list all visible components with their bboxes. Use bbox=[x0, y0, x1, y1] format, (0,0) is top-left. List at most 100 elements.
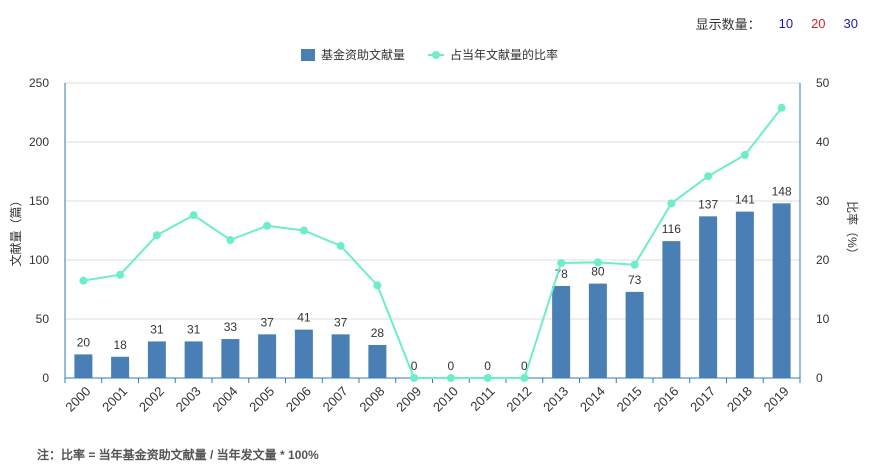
bar bbox=[147, 341, 166, 378]
bar-value-label: 41 bbox=[297, 311, 311, 325]
x-tick-label: 2000 bbox=[62, 384, 93, 415]
bar bbox=[368, 344, 387, 378]
bar bbox=[699, 216, 718, 378]
x-tick-label: 2009 bbox=[393, 384, 424, 415]
x-tick-label: 2011 bbox=[467, 384, 497, 414]
y-left-tick-label: 200 bbox=[29, 135, 49, 149]
legend-bar-swatch bbox=[301, 49, 315, 61]
x-tick-label: 2012 bbox=[503, 384, 534, 415]
bar-value-label: 0 bbox=[521, 359, 528, 373]
bar bbox=[74, 354, 93, 378]
bar-value-label: 141 bbox=[735, 193, 755, 207]
ratio-point bbox=[667, 199, 676, 208]
ratio-point bbox=[740, 150, 749, 159]
x-tick-label: 2019 bbox=[761, 384, 792, 415]
y-left-tick-label: 100 bbox=[29, 253, 49, 267]
x-tick-label: 2004 bbox=[209, 384, 240, 415]
x-tick-label: 2006 bbox=[283, 384, 314, 415]
x-tick-label: 2018 bbox=[724, 384, 755, 415]
bar-value-label: 20 bbox=[77, 335, 91, 349]
bar-value-label: 31 bbox=[187, 322, 201, 336]
ratio-point bbox=[520, 374, 529, 382]
bar bbox=[331, 334, 350, 378]
y-right-tick-label: 10 bbox=[816, 312, 830, 326]
ratio-point bbox=[299, 226, 308, 235]
bar-value-label: 28 bbox=[371, 326, 385, 340]
bar-value-label: 137 bbox=[698, 197, 718, 211]
x-tick-label: 2014 bbox=[577, 384, 608, 415]
bar bbox=[588, 283, 607, 378]
y-left-tick-label: 0 bbox=[42, 371, 49, 385]
bar bbox=[111, 356, 130, 378]
display-count-option-20[interactable]: 20 bbox=[811, 16, 826, 31]
bar-value-label: 0 bbox=[411, 359, 418, 373]
bar-value-label: 0 bbox=[448, 359, 455, 373]
bar-value-label: 37 bbox=[260, 315, 274, 329]
y-left-axis-title: 文献量（篇） bbox=[8, 194, 23, 266]
legend-bar-label: 基金资助文献量 bbox=[321, 47, 405, 62]
bar-value-label: 0 bbox=[484, 359, 491, 373]
display-count-option-10[interactable]: 10 bbox=[778, 16, 794, 31]
y-left-tick-label: 250 bbox=[29, 76, 49, 90]
ratio-point bbox=[593, 258, 602, 267]
x-tick-label: 2007 bbox=[320, 384, 351, 415]
legend-line-label: 占当年文献量的比率 bbox=[450, 47, 558, 62]
y-right-tick-label: 20 bbox=[816, 253, 830, 267]
ratio-point bbox=[152, 231, 161, 240]
bar-value-label: 80 bbox=[591, 265, 605, 279]
y-right-axis-title: 比率（%） bbox=[845, 201, 860, 260]
y-right-tick-label: 30 bbox=[816, 194, 830, 208]
ratio-point bbox=[483, 374, 492, 382]
ratio-point bbox=[226, 235, 235, 244]
bar-value-label: 37 bbox=[334, 315, 348, 329]
x-tick-label: 2010 bbox=[430, 384, 461, 415]
ratio-point bbox=[263, 221, 272, 230]
x-tick-label: 2015 bbox=[614, 384, 645, 415]
y-left-tick-label: 50 bbox=[36, 312, 50, 326]
bar-value-label: 148 bbox=[772, 184, 792, 198]
x-tick-label: 2001 bbox=[99, 384, 130, 415]
bar bbox=[221, 339, 240, 378]
x-tick-label: 2005 bbox=[246, 384, 277, 415]
bar-value-label: 31 bbox=[150, 322, 164, 336]
ratio-point bbox=[446, 374, 455, 382]
x-tick-label: 2008 bbox=[356, 384, 387, 415]
x-tick-label: 2002 bbox=[136, 384, 167, 415]
ratio-point bbox=[373, 281, 382, 290]
ratio-point bbox=[704, 172, 713, 181]
bar-value-label: 18 bbox=[113, 338, 127, 352]
bar bbox=[258, 334, 277, 378]
y-right-tick-label: 50 bbox=[816, 76, 830, 90]
y-right-tick-label: 40 bbox=[816, 135, 830, 149]
y-left-tick-label: 150 bbox=[29, 194, 49, 208]
x-tick-label: 2003 bbox=[173, 384, 204, 415]
ratio-footnote: 注：比率 = 当年基金资助文献量 / 当年发文量 * 100% bbox=[37, 448, 319, 462]
display-count-label: 显示数量： bbox=[695, 17, 761, 32]
legend-line-marker bbox=[432, 51, 440, 59]
bar bbox=[294, 329, 313, 378]
bar-value-label: 73 bbox=[628, 273, 642, 287]
ratio-point bbox=[189, 211, 198, 220]
ratio-point bbox=[79, 276, 88, 285]
bar bbox=[662, 241, 681, 378]
bar bbox=[552, 285, 571, 378]
ratio-point bbox=[557, 258, 566, 267]
display-count-selector: 显示数量： 10 20 30 bbox=[696, 14, 858, 33]
ratio-point bbox=[116, 270, 125, 279]
bar bbox=[625, 291, 644, 378]
bar-value-label: 33 bbox=[224, 320, 238, 334]
y-right-tick-label: 0 bbox=[816, 371, 823, 385]
x-tick-label: 2016 bbox=[650, 384, 681, 415]
bar bbox=[772, 203, 791, 378]
x-tick-label: 2013 bbox=[540, 384, 571, 415]
ratio-point bbox=[630, 260, 639, 269]
display-count-option-30[interactable]: 30 bbox=[843, 16, 858, 31]
bar bbox=[184, 341, 203, 378]
ratio-point bbox=[410, 374, 419, 382]
ratio-line bbox=[83, 107, 783, 379]
x-tick-label: 2017 bbox=[687, 384, 718, 415]
ratio-point bbox=[336, 241, 345, 250]
bar-value-label: 116 bbox=[662, 222, 681, 236]
ratio-point bbox=[777, 103, 786, 112]
